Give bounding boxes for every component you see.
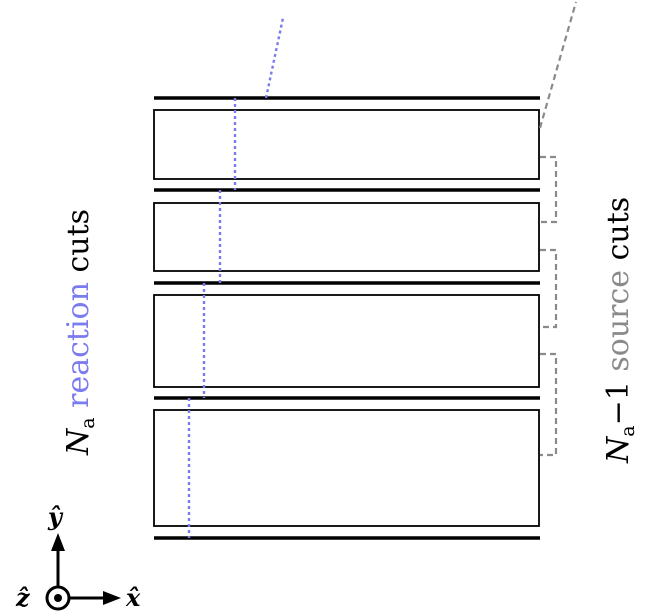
source-cut-lead (538, 1, 578, 129)
left-label-cuts-word: cuts (61, 209, 96, 273)
right-label-subscript: a (617, 425, 639, 436)
z-axis-label: ẑ (15, 583, 31, 612)
left-label: Na reaction cuts (61, 209, 99, 456)
z-axis-dot (54, 594, 62, 602)
left-label-reaction-word: reaction (61, 282, 96, 408)
reaction-cuts (187, 17, 285, 538)
plates (154, 96, 540, 540)
right-label-minus-one: −1 (601, 381, 636, 425)
apertures (153, 109, 540, 527)
left-label-symbol: N (61, 427, 96, 456)
axes: ŷ x̂ ẑ (15, 502, 141, 612)
aperture-2 (153, 202, 540, 272)
x-axis-arrowhead (103, 591, 121, 605)
left-label-subscript: a (77, 417, 99, 428)
right-label: Na−1 source cuts (601, 197, 639, 464)
reaction-cut-lead (264, 17, 285, 99)
aperture-4 (153, 409, 540, 527)
right-label-cuts-word: cuts (601, 197, 636, 261)
x-axis-label: x̂ (125, 583, 141, 612)
source-cut-1 (540, 155, 558, 224)
aperture-1 (153, 109, 540, 180)
y-axis-label: ŷ (47, 502, 64, 531)
y-axis-arrowhead (51, 533, 65, 551)
aperture-3 (153, 294, 540, 388)
right-label-source-word: source (601, 270, 636, 372)
source-cuts (538, 1, 578, 457)
source-cut-3 (540, 352, 558, 457)
right-label-symbol: N (601, 435, 636, 464)
source-cut-2 (540, 248, 558, 329)
